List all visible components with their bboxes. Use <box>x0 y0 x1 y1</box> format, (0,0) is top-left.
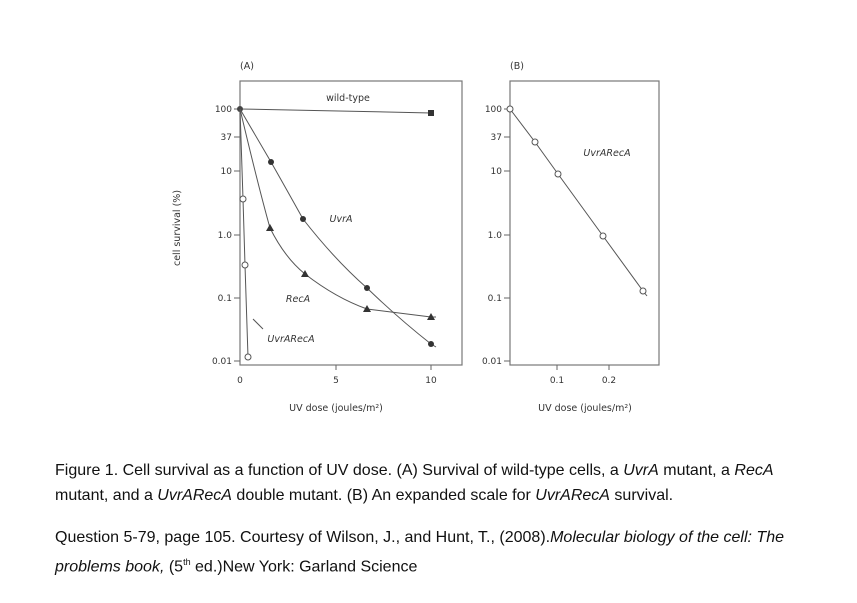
citation-text: (5 <box>164 558 184 576</box>
panel-b: (B) 100 37 10 1.0 0.1 0.01 0.1 0.2 UV do… <box>482 61 660 414</box>
y-tick-label: 1.0 <box>488 231 503 241</box>
panel-a-title: (A) <box>240 61 254 72</box>
y-tick-label: 0.01 <box>212 357 232 367</box>
caption-gene: RecA <box>734 462 774 479</box>
y-tick-label: 100 <box>485 105 502 115</box>
panel-b-frame <box>509 80 660 366</box>
caption-gene: UvrA <box>623 462 659 479</box>
caption-text: mutant, and a <box>55 487 158 504</box>
caption-gene: UvrARecA <box>535 487 610 504</box>
y-tick-label: 100 <box>215 105 232 115</box>
x-tick-label: 0.2 <box>602 376 616 386</box>
panel-a-x-axis: 0 5 10 UV dose (joules/m²) <box>237 365 437 414</box>
figure-chart: (A) 100 37 10 1.0 0.1 0.01 cell survival… <box>172 61 660 414</box>
uvrareca-label-b: UvrARecA <box>583 148 630 159</box>
panel-a-y-axis: 100 37 10 1.0 0.1 0.01 cell survival (%) <box>172 105 240 367</box>
panel-b-title: (B) <box>510 61 524 72</box>
x-tick-label: 0 <box>237 376 243 386</box>
caption-text: Figure 1. Cell survival as a function of… <box>55 462 624 479</box>
figure-caption: Figure 1. Cell survival as a function of… <box>55 458 845 508</box>
reca-label: RecA <box>286 294 310 305</box>
series-reca: RecA <box>239 108 436 320</box>
panel-b-x-axis: 0.1 0.2 UV dose (joules/m²) <box>538 365 632 414</box>
y-tick-label: 0.1 <box>488 294 502 304</box>
uvra-label: UvrA <box>330 214 353 225</box>
x-axis-label: UV dose (joules/m²) <box>538 403 632 414</box>
series-wild-type: wild-type <box>237 93 434 116</box>
series-uvrareca-b: UvrARecA <box>506 105 648 297</box>
citation-text: ed.)New York: Garland Science <box>190 558 418 576</box>
y-axis-label: cell survival (%) <box>172 190 183 266</box>
source-citation: Question 5-79, page 105. Courtesy of Wil… <box>55 525 845 579</box>
panel-b-y-axis: 100 37 10 1.0 0.1 0.01 <box>482 105 510 367</box>
y-tick-label: 0.1 <box>218 294 232 304</box>
y-tick-label: 10 <box>491 167 503 177</box>
x-axis-label: UV dose (joules/m²) <box>289 403 383 414</box>
panel-a-frame <box>239 80 463 366</box>
panel-a: (A) 100 37 10 1.0 0.1 0.01 cell survival… <box>172 61 463 414</box>
citation-book-title: Molecular biology of the cell: The probl… <box>55 529 784 576</box>
x-tick-label: 0.1 <box>550 376 564 386</box>
citation-text: Question 5-79, page 105. Courtesy of Wil… <box>55 529 551 546</box>
x-tick-label: 10 <box>425 376 437 386</box>
caption-gene: UvrARecA <box>157 487 232 504</box>
series-uvra: UvrA <box>239 108 437 348</box>
y-tick-label: 37 <box>221 133 232 143</box>
wild-type-label: wild-type <box>326 93 370 104</box>
citation-superscript: th <box>183 557 191 567</box>
y-tick-label: 1.0 <box>218 231 233 241</box>
x-tick-label: 5 <box>333 376 339 386</box>
caption-text: mutant, a <box>658 462 735 479</box>
series-uvrareca-a: UvrARecA <box>239 108 315 361</box>
y-tick-label: 10 <box>221 167 233 177</box>
caption-text: double mutant. (B) An expanded scale for <box>231 487 536 504</box>
uvrareca-label-a: UvrARecA <box>267 334 314 345</box>
caption-text: survival. <box>609 487 674 504</box>
y-tick-label: 0.01 <box>482 357 502 367</box>
y-tick-label: 37 <box>491 133 502 143</box>
